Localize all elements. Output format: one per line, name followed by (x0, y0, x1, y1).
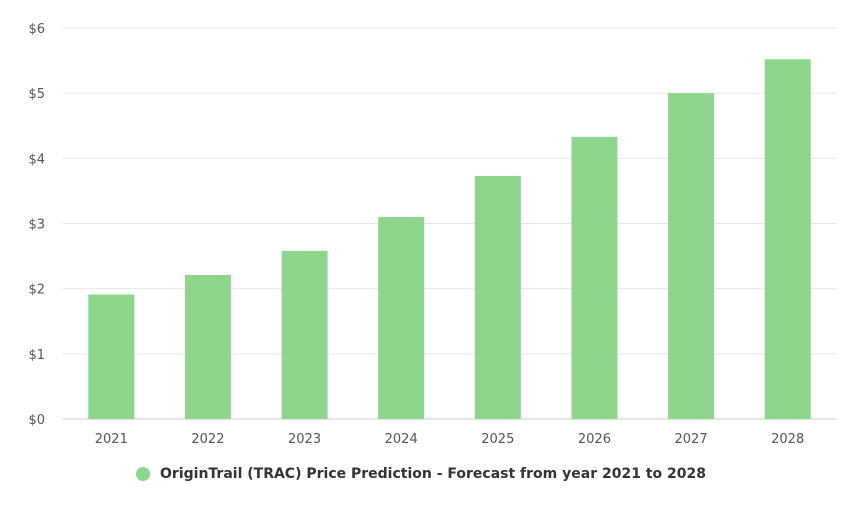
bar-2025[interactable] (474, 175, 521, 419)
x-axis-ticks: 2021 2022 2023 2024 2025 2026 2027 2028 (95, 432, 804, 447)
x-tick-label: 2028 (771, 432, 804, 447)
x-tick-label: 2023 (288, 432, 321, 447)
bar-2022[interactable] (184, 274, 231, 419)
bar-2024[interactable] (378, 216, 425, 419)
y-tick-label: $0 (28, 413, 45, 428)
x-tick-label: 2025 (481, 432, 514, 447)
x-tick-label: 2022 (191, 432, 224, 447)
bars (88, 59, 811, 420)
legend-label: OriginTrail (TRAC) Price Prediction - Fo… (160, 466, 706, 482)
bar-2027[interactable] (668, 93, 715, 420)
y-axis-ticks: $0 $1 $2 $3 $4 $5 $6 (28, 22, 45, 428)
y-tick-label: $2 (28, 283, 45, 298)
y-tick-label: $3 (28, 218, 45, 233)
bar-chart-svg: $0$1$2$3$4$5$6 2021 2022 2023 2024 2025 2026 2… (28, 22, 836, 447)
x-tick-label: 2027 (675, 432, 708, 447)
x-tick-label: 2024 (385, 432, 418, 447)
bar-2026[interactable] (571, 136, 618, 419)
y-tick-label: $5 (28, 87, 45, 102)
grid-lines (63, 27, 836, 420)
bar-2028[interactable] (764, 59, 811, 419)
y-tick-label: $1 (28, 348, 45, 363)
bar-2021[interactable] (88, 294, 135, 419)
x-tick-label: 2026 (578, 432, 611, 447)
bar-2023[interactable] (281, 250, 328, 419)
y-tick-label: $6 (28, 22, 45, 37)
y-tick-label: $4 (28, 152, 45, 167)
legend-marker (136, 467, 151, 481)
x-tick-label: 2021 (95, 432, 128, 447)
legend[interactable]: OriginTrail (TRAC) Price Prediction - Fo… (0, 466, 842, 485)
